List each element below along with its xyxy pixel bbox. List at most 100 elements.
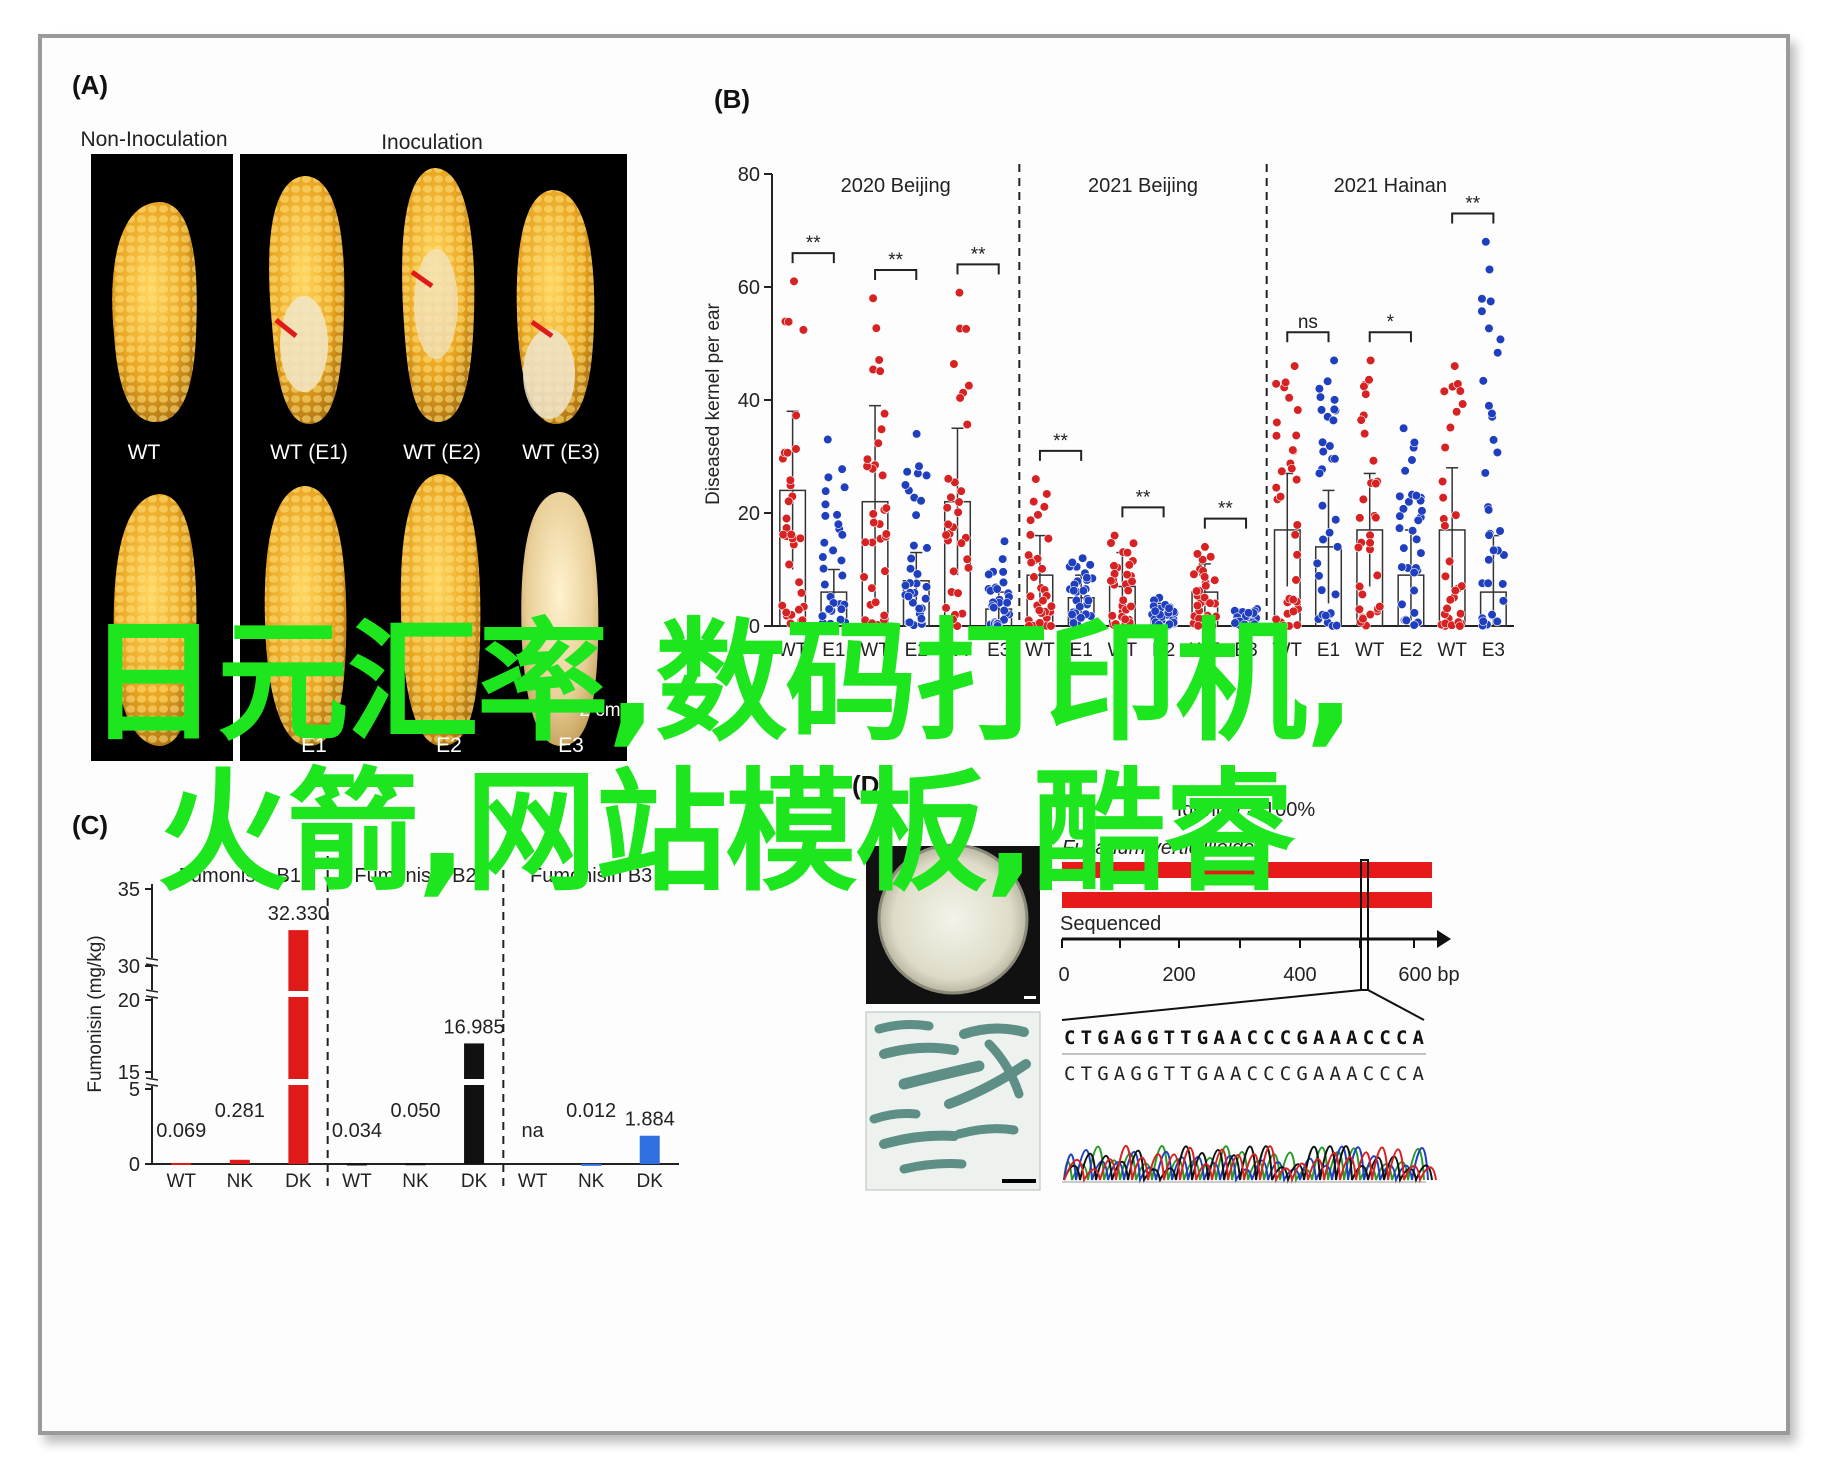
c-bar-value-label: 0.050 bbox=[390, 1100, 440, 1122]
b-data-point bbox=[1198, 555, 1208, 565]
b-data-point bbox=[1488, 435, 1499, 445]
panel-a-group-right: Inoculation bbox=[381, 131, 483, 154]
b-data-point bbox=[783, 317, 794, 327]
c-x-tick-label: WT bbox=[342, 1171, 372, 1192]
b-data-point bbox=[989, 602, 999, 613]
b-data-point bbox=[1271, 379, 1281, 389]
c-bar bbox=[346, 1163, 367, 1166]
panel-b-label: (B) bbox=[714, 84, 750, 114]
b-data-point bbox=[1323, 376, 1333, 386]
b-data-point bbox=[832, 510, 842, 520]
b-data-point bbox=[836, 604, 847, 614]
b-data-point bbox=[1067, 557, 1077, 568]
b-data-point bbox=[1354, 604, 1365, 614]
b-data-point bbox=[821, 486, 831, 496]
b-data-point bbox=[1365, 538, 1375, 548]
b-x-tick-label: E1 bbox=[1070, 640, 1093, 661]
b-data-point bbox=[1122, 570, 1132, 580]
b-data-point bbox=[1272, 417, 1282, 428]
b-data-point bbox=[1210, 575, 1220, 585]
b-data-point bbox=[1154, 620, 1164, 630]
c-bar-value-label: 0.069 bbox=[156, 1120, 206, 1142]
b-x-tick-label: E3 bbox=[1482, 640, 1505, 661]
c-bar-value-label: na bbox=[521, 1120, 544, 1142]
b-data-point bbox=[784, 559, 794, 570]
b-data-point bbox=[1192, 549, 1203, 559]
b-significance-label: ** bbox=[1465, 194, 1480, 215]
b-data-point bbox=[1039, 502, 1049, 512]
b-data-point bbox=[1409, 567, 1419, 578]
b-significance-bracket bbox=[1203, 517, 1248, 529]
b-data-point bbox=[1211, 611, 1221, 622]
c-y-tick-label: 20 bbox=[118, 990, 140, 1012]
b-data-point bbox=[908, 598, 918, 608]
b-data-point bbox=[1109, 561, 1119, 571]
panel-b-chart: 0 20 40 60 80 Diseased kernel per ear 2020 Bei… bbox=[703, 164, 1514, 661]
b-data-point bbox=[1394, 523, 1405, 533]
b-data-point bbox=[1450, 585, 1460, 596]
b-data-point bbox=[1330, 454, 1340, 464]
b-data-point bbox=[1046, 621, 1056, 631]
b-data-point bbox=[921, 594, 931, 604]
b-data-point bbox=[820, 579, 830, 590]
b-data-point bbox=[794, 605, 804, 615]
b-data-point bbox=[871, 597, 881, 607]
corn-label-e3: E3 bbox=[558, 734, 584, 757]
b-y-tick-label: 80 bbox=[738, 164, 760, 186]
spores bbox=[869, 1020, 1031, 1174]
b-data-point bbox=[1357, 589, 1367, 600]
b-data-point bbox=[781, 607, 791, 618]
b-data-point bbox=[1291, 430, 1301, 441]
corn-label-e1: E1 bbox=[301, 734, 327, 757]
b-data-point bbox=[998, 554, 1008, 564]
c-y-axis-label: Fumonisin (mg/kg) bbox=[85, 935, 106, 1092]
scale-bar-label: 2 cm bbox=[579, 700, 620, 721]
b-data-point bbox=[916, 496, 926, 506]
b-data-point bbox=[1332, 620, 1342, 631]
c-bar bbox=[581, 1163, 602, 1166]
b-data-point bbox=[1083, 596, 1094, 606]
b-data-point bbox=[905, 617, 915, 627]
c-bar bbox=[171, 1162, 192, 1165]
b-data-point bbox=[818, 552, 828, 562]
b-data-point bbox=[859, 572, 869, 582]
c-section-title: Fumonisin B2 bbox=[354, 865, 476, 887]
bp-tick-600: 600 bp bbox=[1398, 964, 1459, 986]
b-data-point bbox=[1318, 534, 1328, 545]
b-data-point bbox=[1029, 572, 1039, 582]
b-data-point bbox=[1442, 603, 1452, 614]
b-data-point bbox=[1317, 437, 1328, 447]
b-data-point bbox=[1078, 586, 1088, 596]
b-data-point bbox=[1481, 237, 1491, 247]
c-y-tick-label: 35 bbox=[118, 879, 140, 901]
b-data-point bbox=[916, 614, 927, 624]
b-data-point bbox=[1110, 530, 1120, 541]
b-data-point bbox=[1033, 510, 1043, 520]
b-data-point bbox=[914, 604, 924, 614]
b-data-point bbox=[1317, 501, 1328, 511]
b-x-tick-label: WT bbox=[1355, 640, 1385, 661]
b-significance-bracket bbox=[1121, 506, 1165, 518]
b-data-point bbox=[1409, 437, 1420, 448]
b-data-point bbox=[1189, 569, 1199, 579]
b-data-point bbox=[1398, 504, 1409, 514]
c-y-tick-label: 5 bbox=[129, 1079, 140, 1101]
b-data-point bbox=[1440, 571, 1451, 581]
b-data-point bbox=[1440, 521, 1450, 531]
c-bar-value-label: 0.281 bbox=[215, 1100, 265, 1122]
b-data-point bbox=[1111, 619, 1121, 629]
b-data-point bbox=[860, 537, 870, 547]
b-data-point bbox=[837, 464, 847, 474]
b-data-point bbox=[1495, 526, 1505, 536]
c-y-tick-label: 30 bbox=[118, 956, 140, 978]
b-data-point bbox=[1455, 621, 1465, 631]
b-data-point bbox=[949, 359, 959, 369]
identity-label: Identity = 100% bbox=[1177, 799, 1316, 821]
b-data-point bbox=[1281, 377, 1291, 388]
b-data-point bbox=[1325, 441, 1335, 451]
b-significance-bracket bbox=[1038, 449, 1083, 461]
c-section-title: Fumonisin B3 bbox=[530, 865, 652, 887]
c-bar-break bbox=[463, 1079, 486, 1085]
b-data-point bbox=[1205, 598, 1215, 608]
b-significance-bracket bbox=[1451, 212, 1495, 224]
